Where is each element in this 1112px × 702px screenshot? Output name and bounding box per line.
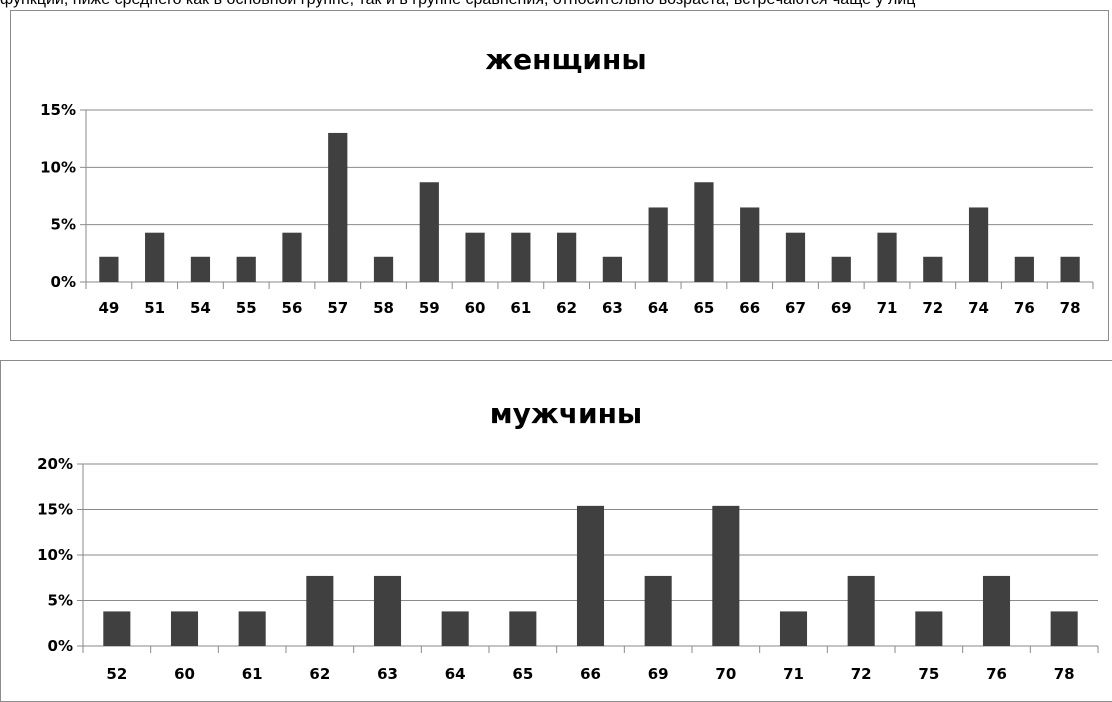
women-x-tick-label: 60 — [465, 299, 486, 317]
women-x-tick-label: 57 — [327, 299, 348, 317]
men-bar-69 — [644, 575, 672, 646]
women-x-tick-label: 67 — [785, 299, 806, 317]
women-x-tick-label: 66 — [739, 299, 760, 317]
women-x-tick-label: 59 — [419, 299, 440, 317]
men-bar-62 — [306, 575, 334, 646]
men-x-tick-label: 71 — [783, 665, 804, 683]
women-y-tick-label: 10% — [40, 158, 76, 176]
women-bar-59 — [419, 182, 439, 282]
women-x-tick-label: 55 — [236, 299, 257, 317]
women-x-tick-label: 69 — [831, 299, 852, 317]
women-bar-60 — [465, 232, 485, 282]
men-x-tick-label: 52 — [106, 665, 127, 683]
women-bar-66 — [740, 207, 760, 282]
women-x-tick-label: 72 — [922, 299, 943, 317]
men-bar-76 — [982, 575, 1011, 646]
men-bar-78 — [1050, 611, 1078, 646]
men-y-tick-label: 10% — [37, 546, 73, 564]
women-bar-65 — [694, 182, 714, 282]
men-x-tick-label: 61 — [242, 665, 263, 683]
women-x-tick-label: 64 — [648, 299, 669, 317]
women-x-tick-label: 58 — [373, 299, 394, 317]
women-x-tick-label: 56 — [282, 299, 303, 317]
men-y-tick-label: 0% — [48, 637, 73, 655]
men-bar-71 — [779, 611, 808, 646]
men-bar-70 — [712, 505, 740, 646]
women-x-tick-label: 78 — [1060, 299, 1081, 317]
women-y-tick-label: 15% — [40, 101, 76, 119]
women-bar-78 — [1060, 256, 1080, 282]
chart-men-frame: мужчины 0% 5% 10% 15% 20% 52 60 61 62 63 64 65 66 69 70… — [0, 360, 1112, 702]
men-x-tick-label: 75 — [918, 665, 939, 683]
men-chart-title: мужчины — [490, 397, 643, 430]
women-bar-76 — [1014, 256, 1034, 282]
women-bar-71 — [877, 232, 897, 282]
women-y-tick-label: 0% — [51, 273, 76, 291]
women-x-tick-label: 76 — [1014, 299, 1035, 317]
women-bar-74 — [968, 207, 989, 282]
men-x-tick-label: 63 — [377, 665, 398, 683]
men-bar-60 — [170, 611, 199, 646]
chart-men: мужчины 0% 5% 10% 15% 20% 52 60 61 62 63 64 65 66 69 70… — [37, 397, 1099, 683]
men-y-tick-label: 5% — [48, 592, 73, 610]
women-bar-49 — [99, 256, 119, 282]
men-x-tick-label: 78 — [1054, 665, 1075, 683]
men-bar-72 — [847, 575, 875, 646]
men-y-tick-label: 15% — [37, 501, 73, 519]
men-x-tick-label: 66 — [580, 665, 601, 683]
women-x-tick-label: 71 — [877, 299, 898, 317]
women-bar-69 — [831, 256, 851, 282]
women-chart-title: женщины — [485, 43, 646, 76]
women-x-tick-label: 54 — [190, 299, 211, 317]
women-bar-64 — [648, 207, 668, 282]
men-bar-65 — [509, 611, 537, 646]
men-x-tick-label: 72 — [851, 665, 872, 683]
women-bar-72 — [923, 256, 943, 282]
women-bar-61 — [511, 232, 531, 282]
men-x-tick-label: 76 — [986, 665, 1007, 683]
women-bar-51 — [145, 232, 165, 282]
women-x-tick-label: 65 — [693, 299, 714, 317]
women-x-tick-label: 62 — [556, 299, 577, 317]
men-bar-61 — [238, 611, 266, 646]
women-bar-63 — [602, 256, 622, 282]
men-bar-75 — [915, 611, 943, 646]
top-text-fragment: функций, ниже среднего как в основной гр… — [0, 0, 1112, 11]
men-bar-64 — [441, 611, 469, 646]
men-y-tick-label: 20% — [37, 455, 73, 473]
men-x-tick-label: 69 — [648, 665, 669, 683]
men-bar-66 — [576, 505, 605, 646]
men-bar-63 — [373, 575, 402, 646]
men-x-tick-label: 65 — [512, 665, 533, 683]
women-bar-57 — [328, 132, 348, 282]
women-bar-58 — [373, 256, 394, 282]
women-x-tick-label: 74 — [968, 299, 989, 317]
women-bar-62 — [557, 232, 577, 282]
women-bar-54 — [190, 256, 211, 282]
women-x-tick-label: 49 — [98, 299, 119, 317]
men-bar-52 — [103, 611, 131, 646]
women-y-tick-label: 5% — [51, 216, 76, 234]
men-x-tick-label: 60 — [174, 665, 195, 683]
men-x-tick-label: 62 — [309, 665, 330, 683]
women-x-tick-label: 51 — [144, 299, 165, 317]
women-bar-56 — [282, 232, 302, 282]
chart-women-frame: женщины 0% 5% 10% 15% 49 51 54 55 56 57 58 59 60 61 62 6… — [10, 10, 1109, 341]
women-bar-67 — [785, 232, 806, 282]
chart-women: женщины 0% 5% 10% 15% 49 51 54 55 56 57 58 59 60 61 62 6… — [40, 43, 1094, 317]
women-x-tick-label: 61 — [510, 299, 531, 317]
women-bar-55 — [236, 256, 256, 282]
women-x-tick-label: 63 — [602, 299, 623, 317]
men-x-tick-label: 70 — [715, 665, 736, 683]
men-x-tick-label: 64 — [445, 665, 466, 683]
